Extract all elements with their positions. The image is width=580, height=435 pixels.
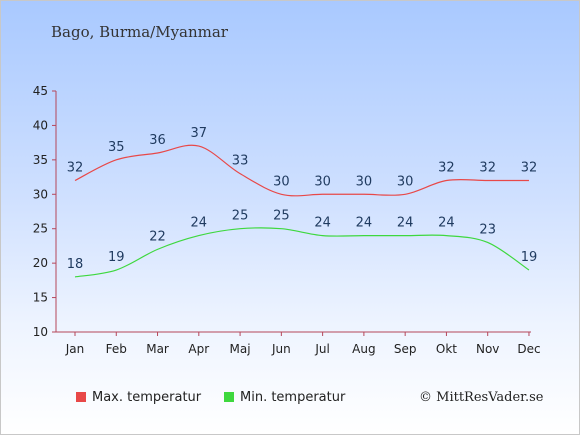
min-value-label: 24	[191, 216, 208, 231]
y-tick-label: 20	[33, 256, 48, 270]
chart-title: Bago, Burma/Myanmar	[51, 23, 228, 41]
x-tick-label: Sep	[394, 342, 417, 356]
legend-swatch-max	[76, 392, 86, 402]
y-tick-label: 35	[33, 153, 48, 167]
chart-axes: 10 15 20 25 30 35 40 45 Jan Feb Mar Apr Maj Jun Jul Aug…	[33, 84, 541, 356]
legend-item-min: Min. temperatur	[224, 390, 345, 405]
min-value-label: 18	[67, 257, 84, 272]
x-tick-label: Okt	[436, 342, 457, 356]
max-value-label: 32	[438, 161, 455, 176]
max-value-label: 30	[273, 174, 290, 189]
min-value-label: 22	[149, 229, 166, 244]
min-temperature-line	[74, 227, 530, 278]
site-credit: © MittResVader.se	[419, 390, 544, 405]
max-temperature-line	[74, 144, 529, 197]
x-tick-label: Nov	[476, 342, 499, 356]
y-tick-label: 15	[33, 291, 48, 305]
max-value-label: 36	[149, 133, 166, 148]
max-value-label: 37	[191, 126, 208, 141]
x-tick-label: Jul	[314, 342, 329, 356]
min-value-label: 23	[479, 222, 496, 237]
min-value-label: 19	[108, 250, 125, 265]
min-value-label: 25	[232, 209, 249, 224]
legend-item-max: Max. temperatur	[76, 390, 201, 405]
y-tick-label: 45	[33, 84, 48, 98]
x-tick-label: Aug	[352, 342, 375, 356]
x-tick-label: Dec	[517, 342, 540, 356]
x-tick-label: Apr	[188, 342, 209, 356]
legend-label-min: Min. temperatur	[240, 390, 346, 405]
legend-swatch-min	[224, 392, 234, 402]
x-tick-label: Jan	[65, 342, 85, 356]
max-value-label: 30	[397, 174, 414, 189]
min-value-label: 19	[521, 250, 538, 265]
max-value-label: 35	[108, 140, 125, 155]
max-value-label: 32	[479, 161, 496, 176]
max-value-label: 30	[314, 174, 331, 189]
min-value-label: 25	[273, 209, 290, 224]
y-tick-label: 10	[33, 325, 48, 339]
x-tick-label: Mar	[146, 342, 169, 356]
x-tick-label: Jun	[271, 342, 291, 356]
min-value-label: 24	[314, 216, 331, 231]
max-value-label: 32	[67, 161, 84, 176]
min-value-label: 24	[397, 216, 414, 231]
x-tick-label: Feb	[106, 342, 127, 356]
max-value-label: 33	[232, 154, 249, 169]
y-tick-label: 40	[33, 118, 48, 132]
min-value-label: 24	[438, 216, 455, 231]
max-value-label: 30	[356, 174, 373, 189]
series-lines	[74, 144, 530, 278]
min-value-label: 24	[356, 216, 373, 231]
max-value-label: 32	[521, 161, 538, 176]
y-tick-label: 30	[33, 187, 48, 201]
legend-label-max: Max. temperatur	[92, 390, 202, 405]
x-tick-label: Maj	[230, 342, 251, 356]
y-tick-label: 25	[33, 222, 48, 236]
data-labels: 32 35 36 37 33 30 30 30 30 32 32 32 18 19 22 24 25 25 24 24…	[67, 126, 538, 272]
